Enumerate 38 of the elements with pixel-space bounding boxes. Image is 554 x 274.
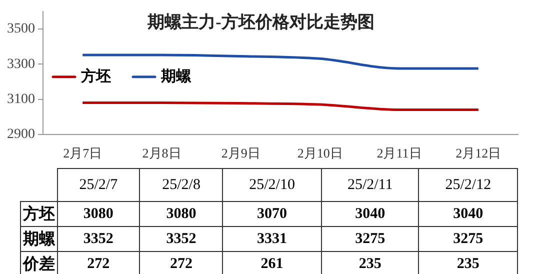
x-tick-label: 2月10日 [297,146,343,161]
line-series [81,102,480,112]
data-label: 235 [418,252,518,274]
legend-label: 期螺 [160,68,192,85]
chart-title: 期螺主力-方坯价格对比走势图 [146,12,374,32]
x-tick-label: 2月8日 [142,146,182,161]
data-label: 3352 [57,226,140,252]
data-label: 3275 [321,226,419,252]
y-tick-label: 2900 [7,127,35,142]
data-label: 3040 [321,202,419,226]
data-label: 3080 [140,202,223,226]
category-label: 25/2/10 [222,168,322,202]
data-label: 272 [57,252,140,274]
x-tick-label: 2月9日 [221,146,260,161]
legend-label: 价差 [20,252,57,274]
x-tick-label: 2月12日 [456,146,502,161]
data-label: 3040 [418,202,518,226]
y-tick-label: 3500 [7,22,35,37]
data-label: 261 [222,252,322,274]
legend-label: 方坯 [20,202,57,226]
legend-label: 方坯 [80,66,111,85]
data-label: 272 [140,252,223,274]
y-tick-label: 3300 [7,56,35,72]
legend-label: 期螺 [20,226,57,252]
category-label: 25/2/8 [140,168,223,202]
data-label: 3080 [57,202,140,226]
category-label: 25/2/12 [418,168,518,202]
x-tick-label: 2月11日 [376,146,422,161]
data-label: 3331 [222,226,322,252]
category-label: 25/2/7 [57,168,140,202]
data-label: 3070 [222,202,322,226]
data-label: 3352 [140,226,223,252]
data-label: 3275 [418,226,518,252]
x-tick-label: 2月7日 [63,146,102,161]
line-series [81,54,480,70]
data-label: 235 [321,252,419,274]
y-tick-label: 3100 [7,92,35,107]
category-label: 25/2/11 [321,168,419,202]
